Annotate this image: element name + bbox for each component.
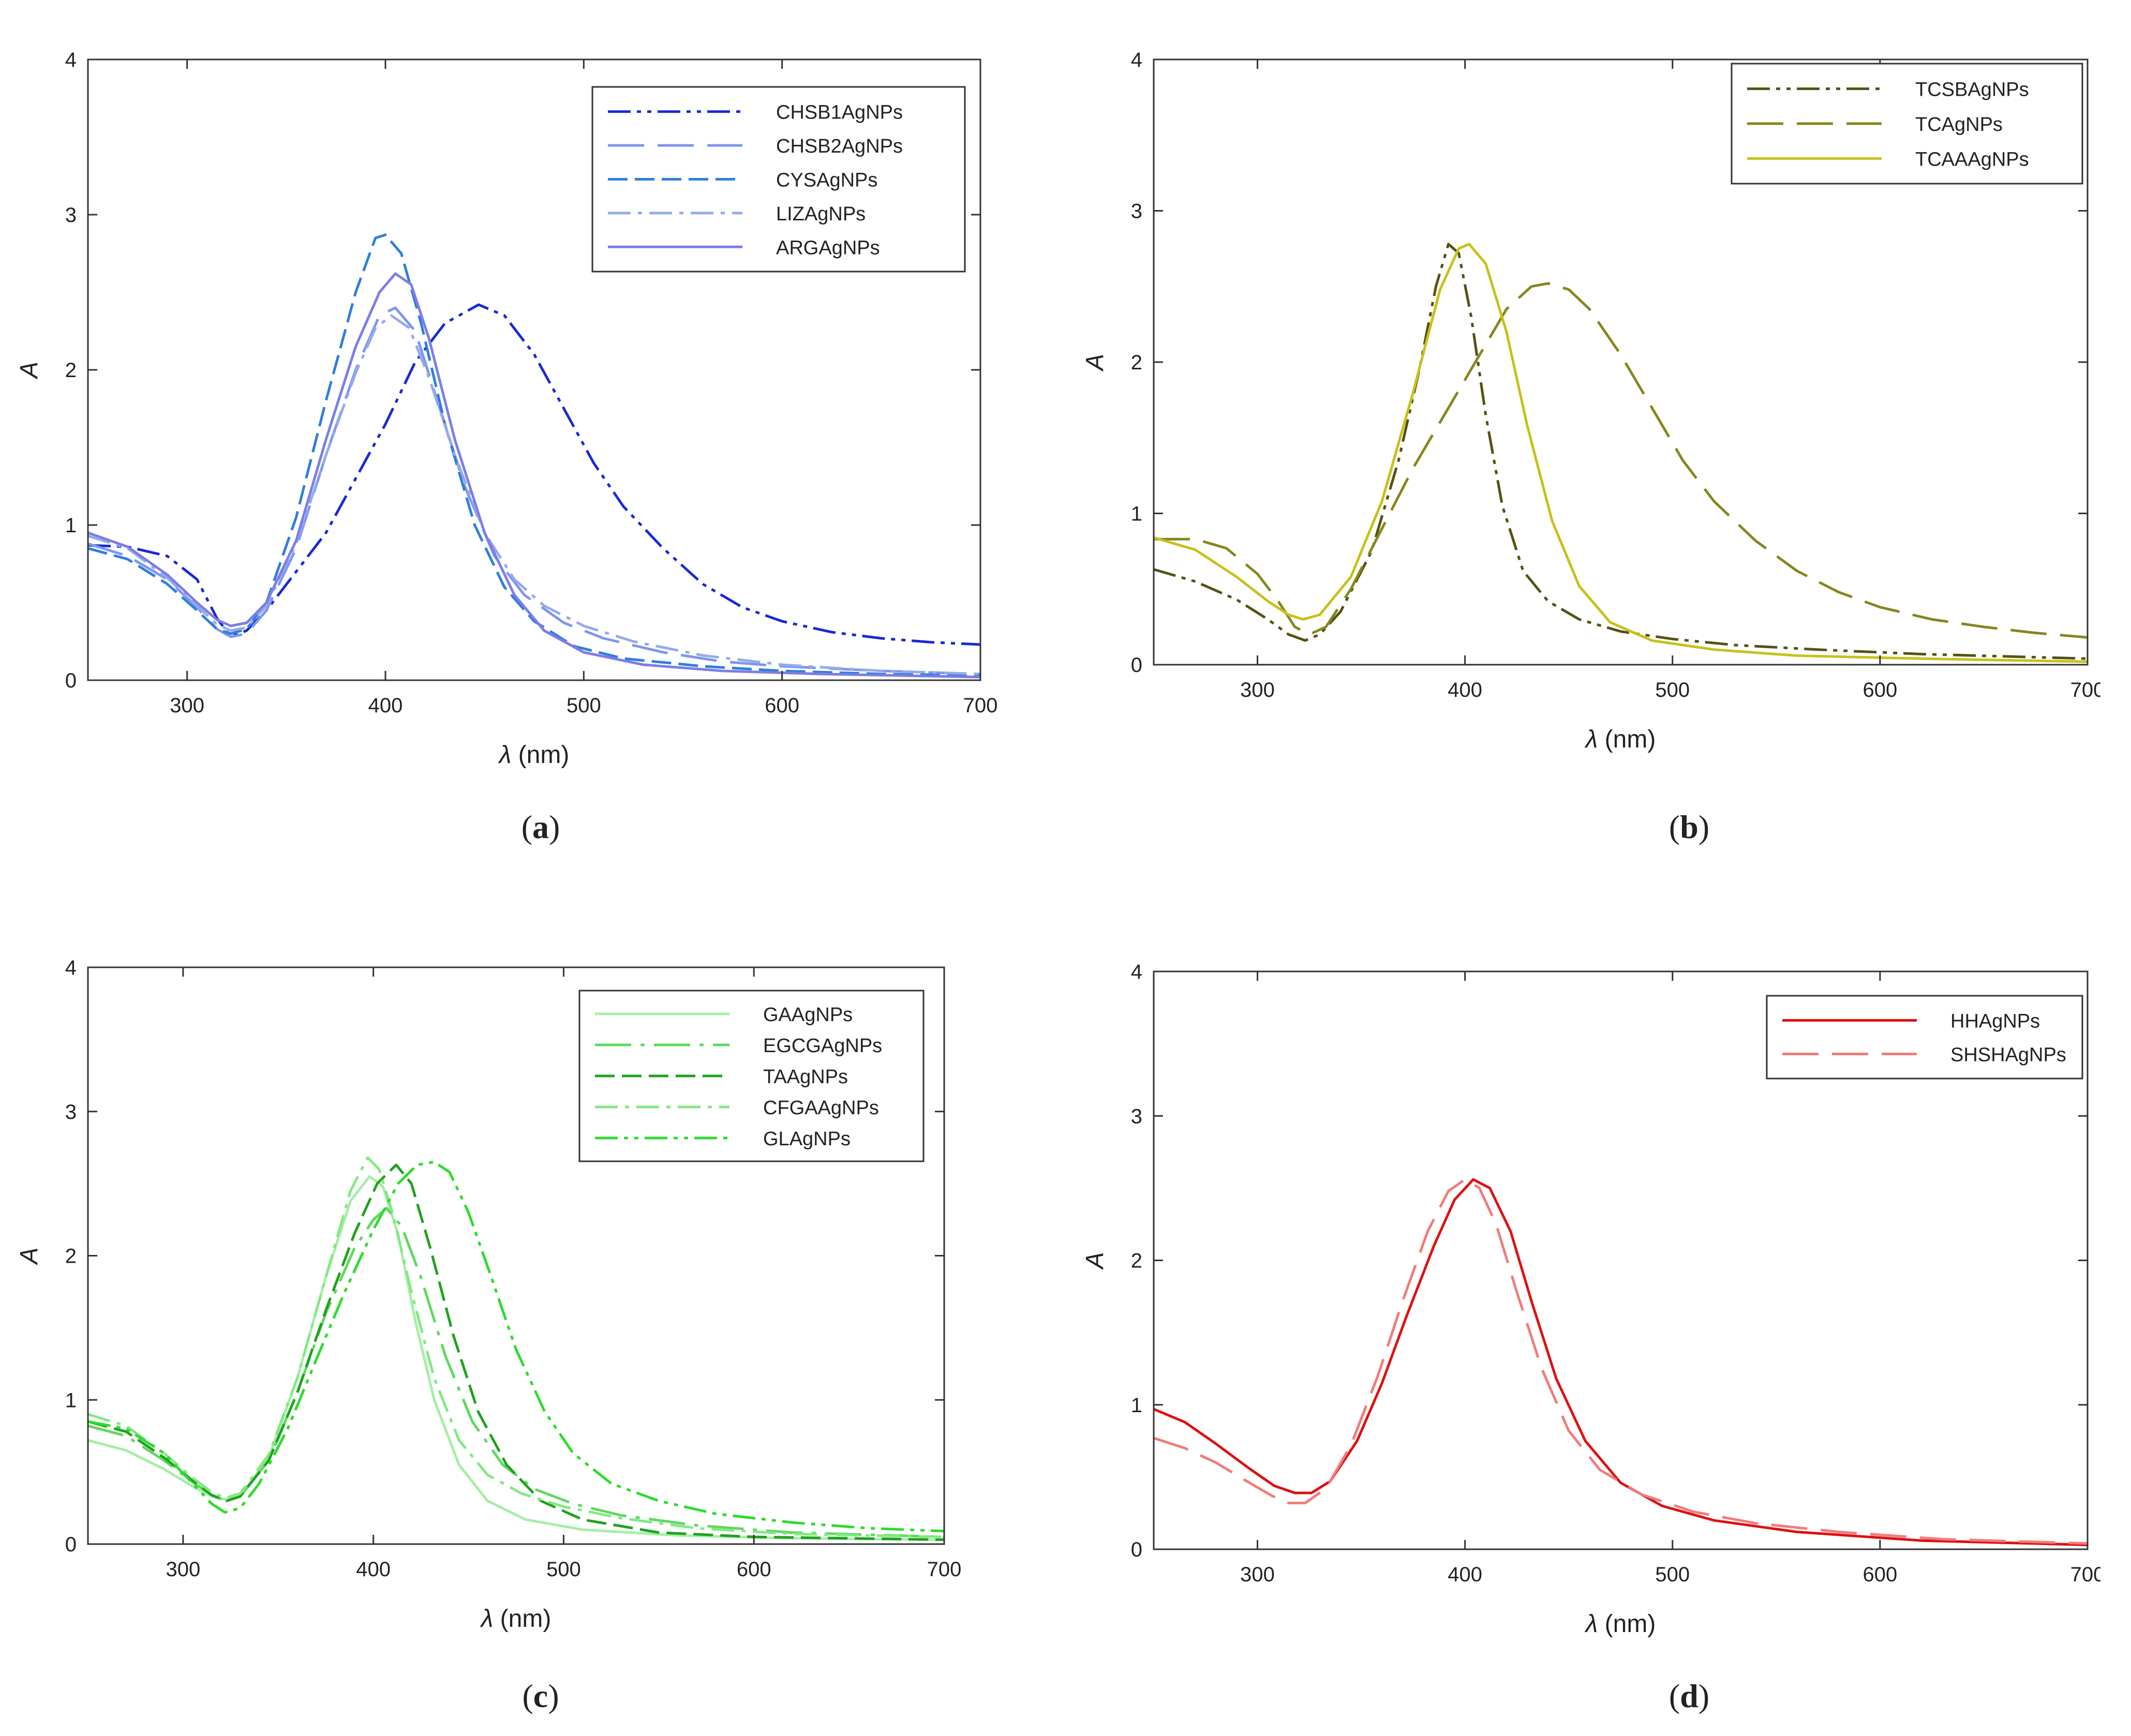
y-tick-label: 0 bbox=[1131, 1538, 1142, 1561]
series-line-SHSHAgNPs bbox=[1154, 1178, 2088, 1545]
y-tick-label: 0 bbox=[65, 1533, 77, 1556]
x-tick-label: 400 bbox=[1448, 679, 1482, 701]
legend-entry-label: GLAgNPs bbox=[763, 1128, 851, 1150]
y-tick-label: 2 bbox=[1131, 1250, 1142, 1273]
series-line-TCAgNPs bbox=[1154, 282, 2088, 639]
x-tick-label: 600 bbox=[1863, 679, 1898, 701]
legend-entry-label: TCSBAgNPs bbox=[1915, 79, 2029, 101]
series-line-LIZAgNPs bbox=[88, 314, 980, 676]
x-tick-label: 700 bbox=[963, 694, 998, 717]
x-axis-label: λ (nm) bbox=[480, 1605, 552, 1633]
legend-entry-label: TCAAAgNPs bbox=[1915, 148, 2029, 170]
legend-entry-label: HHAgNPs bbox=[1950, 1011, 2040, 1032]
chart-panel-b: 300 400 500 600 700 0 1 2 3 4 λ (nm) A TCSBAgNPs TCAg… bbox=[1081, 49, 2100, 845]
series-line-TAAgNPs bbox=[88, 1163, 944, 1542]
y-tick-label: 4 bbox=[1131, 49, 1142, 71]
legend: HHAgNPs SHSHAgNPs bbox=[1766, 995, 2083, 1080]
legend-entry-label: EGCGAgNPs bbox=[763, 1035, 882, 1057]
legend-entry-label: CHSB2AgNPs bbox=[776, 136, 903, 157]
y-axis-label: A bbox=[16, 1247, 43, 1265]
legend-entry-label: TAAgNPs bbox=[763, 1066, 848, 1088]
series-line-CYSAgNPs bbox=[88, 233, 980, 677]
panel-label: (b) bbox=[1669, 809, 1709, 845]
y-tick-label: 1 bbox=[65, 514, 77, 537]
series-line-TCAAAgNPs bbox=[1154, 243, 2088, 663]
panel-label: (a) bbox=[521, 809, 560, 845]
x-tick-label: 500 bbox=[1655, 1563, 1690, 1586]
y-tick-label: 0 bbox=[65, 669, 77, 692]
y-tick-label: 2 bbox=[65, 359, 77, 382]
y-axis-label: A bbox=[1081, 354, 1109, 372]
series-group bbox=[1154, 243, 2088, 663]
y-tick-label: 0 bbox=[1131, 654, 1142, 677]
legend-entry-label: CHSB1AgNPs bbox=[776, 102, 903, 124]
x-axis-label: λ (nm) bbox=[498, 741, 570, 769]
x-tick-label: 400 bbox=[368, 694, 403, 717]
series-line-EGCGAgNPs bbox=[88, 1207, 944, 1538]
x-tick-label: 300 bbox=[1240, 1563, 1275, 1586]
y-tick-label: 2 bbox=[1131, 351, 1142, 374]
y-tick-label: 3 bbox=[65, 1101, 77, 1124]
legend-entry-label: CFGAAgNPs bbox=[763, 1097, 879, 1119]
series-group bbox=[88, 233, 980, 679]
legend-entry-label: GAAgNPs bbox=[763, 1004, 853, 1026]
series-line-ARGAgNPs bbox=[88, 272, 980, 679]
panel-label: (c) bbox=[522, 1678, 559, 1714]
series-line-GLAgNPs bbox=[88, 1160, 944, 1533]
chart-panel-c: 300 400 500 600 700 0 1 2 3 4 λ (nm) A GAAgNPs EGCGAg… bbox=[16, 956, 962, 1714]
x-tick-label: 600 bbox=[765, 694, 799, 717]
legend-box bbox=[1731, 63, 2083, 185]
x-axis-label: λ (nm) bbox=[1584, 726, 1656, 753]
panel-label: (d) bbox=[1669, 1678, 1709, 1714]
legend-entry-label: CYSAgNPs bbox=[776, 170, 877, 191]
x-tick-label: 600 bbox=[737, 1558, 771, 1581]
legend-entry-label: SHSHAgNPs bbox=[1950, 1044, 2066, 1066]
legend-entry-label: ARGAgNPs bbox=[776, 237, 880, 259]
y-tick-label: 3 bbox=[1131, 200, 1142, 223]
y-tick-label: 1 bbox=[1131, 1394, 1142, 1417]
y-axis-label: A bbox=[1081, 1252, 1109, 1270]
x-tick-label: 400 bbox=[1448, 1563, 1482, 1586]
y-tick-label: 3 bbox=[1131, 1105, 1142, 1128]
y-tick-label: 3 bbox=[65, 204, 77, 227]
x-tick-label: 400 bbox=[356, 1558, 391, 1581]
x-tick-label: 600 bbox=[1863, 1563, 1898, 1586]
chart-panel-d: 300 400 500 600 700 0 1 2 3 4 λ (nm) A HHAgNPs SHSHAg… bbox=[1081, 961, 2100, 1714]
series-line-CHSB1AgNPs bbox=[88, 303, 980, 646]
x-tick-label: 500 bbox=[567, 694, 601, 717]
x-tick-label: 700 bbox=[2070, 1563, 2100, 1586]
x-tick-label: 300 bbox=[166, 1558, 201, 1581]
y-tick-label: 1 bbox=[1131, 503, 1142, 526]
y-tick-label: 4 bbox=[65, 956, 77, 979]
series-group bbox=[1154, 1178, 2088, 1547]
y-tick-label: 2 bbox=[65, 1245, 77, 1268]
legend-box bbox=[1766, 995, 2083, 1080]
x-tick-label: 700 bbox=[2070, 679, 2100, 701]
legend: CHSB1AgNPs CHSB2AgNPs CYSAgNPs LIZAgNPs ARGA… bbox=[591, 86, 966, 273]
legend-entry-label: LIZAgNPs bbox=[776, 203, 866, 225]
x-tick-label: 500 bbox=[546, 1558, 581, 1581]
legend: TCSBAgNPs TCAgNPs TCAAAgNPs bbox=[1731, 63, 2083, 185]
y-tick-label: 4 bbox=[65, 49, 77, 71]
series-line-GAAgNPs bbox=[88, 1175, 944, 1542]
series-line-CFGAAgNPs bbox=[88, 1156, 944, 1538]
y-axis-label: A bbox=[16, 362, 43, 380]
x-axis-label: λ (nm) bbox=[1584, 1610, 1656, 1638]
series-line-CHSB2AgNPs bbox=[88, 306, 980, 676]
y-tick-label: 4 bbox=[1131, 961, 1142, 983]
x-tick-label: 300 bbox=[170, 694, 204, 717]
x-tick-label: 700 bbox=[927, 1558, 962, 1581]
legend-entry-label: TCAgNPs bbox=[1915, 114, 2003, 136]
y-tick-label: 1 bbox=[65, 1389, 77, 1412]
legend: GAAgNPs EGCGAgNPs TAAgNPs CFGAAgNPs GLAgNPs bbox=[578, 990, 925, 1162]
series-line-TCSBAgNPs bbox=[1154, 243, 2088, 660]
x-tick-label: 500 bbox=[1655, 679, 1690, 701]
x-tick-label: 300 bbox=[1240, 679, 1275, 701]
series-line-HHAgNPs bbox=[1154, 1178, 2088, 1547]
series-group bbox=[88, 1156, 944, 1542]
